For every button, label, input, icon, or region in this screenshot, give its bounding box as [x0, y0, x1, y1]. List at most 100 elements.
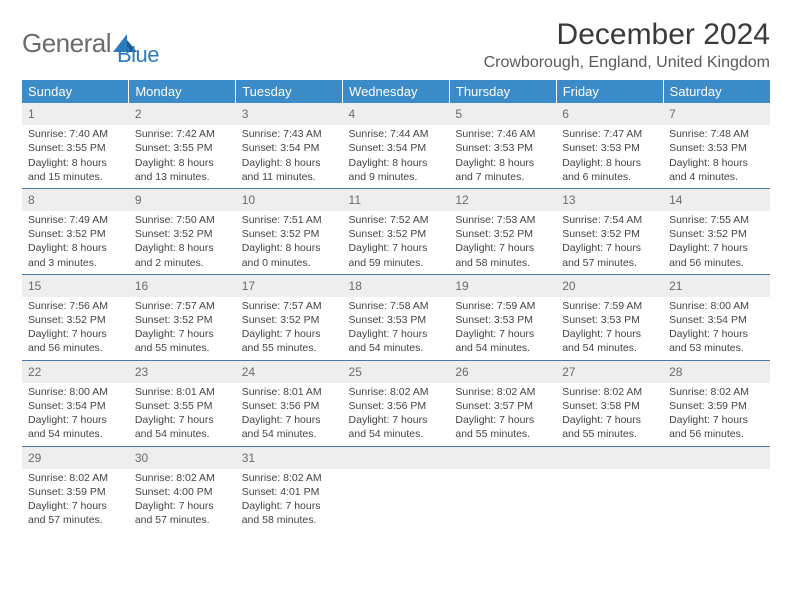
day-ss: Sunset: 3:54 PM [242, 141, 337, 155]
weekday-header: Sunday [22, 80, 129, 103]
day-sr: Sunrise: 7:59 AM [562, 299, 657, 313]
day-body: Sunrise: 7:50 AMSunset: 3:52 PMDaylight:… [129, 211, 236, 274]
day-ss: Sunset: 3:55 PM [28, 141, 123, 155]
day-number-empty [556, 447, 663, 469]
day-sr: Sunrise: 8:02 AM [669, 385, 764, 399]
day-sr: Sunrise: 8:02 AM [242, 471, 337, 485]
day-dl2: and 54 minutes. [349, 341, 444, 355]
day-ss: Sunset: 3:52 PM [669, 227, 764, 241]
day-body: Sunrise: 8:02 AMSunset: 3:59 PMDaylight:… [22, 469, 129, 532]
day-number: 30 [129, 447, 236, 469]
day-ss: Sunset: 3:59 PM [669, 399, 764, 413]
day-ss: Sunset: 3:53 PM [455, 141, 550, 155]
day-ss: Sunset: 3:52 PM [242, 313, 337, 327]
logo-text-general: General [22, 28, 111, 59]
day-sr: Sunrise: 7:47 AM [562, 127, 657, 141]
day-dl1: Daylight: 7 hours [562, 241, 657, 255]
header: General Blue December 2024 Crowborough, … [22, 18, 770, 72]
calendar-cell: 7Sunrise: 7:48 AMSunset: 3:53 PMDaylight… [663, 103, 770, 188]
day-number: 12 [449, 189, 556, 211]
calendar-cell: 15Sunrise: 7:56 AMSunset: 3:52 PMDayligh… [22, 274, 129, 360]
calendar-cell-empty [449, 446, 556, 531]
day-dl1: Daylight: 7 hours [28, 327, 123, 341]
day-dl1: Daylight: 8 hours [135, 241, 230, 255]
day-sr: Sunrise: 7:56 AM [28, 299, 123, 313]
day-dl2: and 4 minutes. [669, 170, 764, 184]
weekday-header: Saturday [663, 80, 770, 103]
day-dl2: and 54 minutes. [135, 427, 230, 441]
day-dl1: Daylight: 7 hours [669, 327, 764, 341]
day-dl1: Daylight: 8 hours [28, 241, 123, 255]
day-dl2: and 57 minutes. [135, 513, 230, 527]
day-body: Sunrise: 8:00 AMSunset: 3:54 PMDaylight:… [22, 383, 129, 446]
day-sr: Sunrise: 7:49 AM [28, 213, 123, 227]
day-ss: Sunset: 3:57 PM [455, 399, 550, 413]
calendar-cell: 24Sunrise: 8:01 AMSunset: 3:56 PMDayligh… [236, 360, 343, 446]
day-body: Sunrise: 8:02 AMSunset: 4:01 PMDaylight:… [236, 469, 343, 532]
title-block: December 2024 Crowborough, England, Unit… [484, 18, 770, 72]
day-sr: Sunrise: 7:44 AM [349, 127, 444, 141]
day-body: Sunrise: 7:51 AMSunset: 3:52 PMDaylight:… [236, 211, 343, 274]
page-title: December 2024 [484, 18, 770, 52]
day-dl2: and 58 minutes. [242, 513, 337, 527]
day-dl1: Daylight: 7 hours [562, 413, 657, 427]
day-number: 27 [556, 361, 663, 383]
day-dl2: and 15 minutes. [28, 170, 123, 184]
day-ss: Sunset: 3:53 PM [349, 313, 444, 327]
day-sr: Sunrise: 8:02 AM [455, 385, 550, 399]
day-dl1: Daylight: 7 hours [242, 413, 337, 427]
day-dl1: Daylight: 7 hours [135, 327, 230, 341]
day-dl2: and 56 minutes. [669, 427, 764, 441]
day-ss: Sunset: 3:52 PM [455, 227, 550, 241]
day-number: 7 [663, 103, 770, 125]
calendar-cell: 14Sunrise: 7:55 AMSunset: 3:52 PMDayligh… [663, 188, 770, 274]
day-dl1: Daylight: 7 hours [242, 327, 337, 341]
day-dl2: and 54 minutes. [455, 341, 550, 355]
day-sr: Sunrise: 7:42 AM [135, 127, 230, 141]
day-sr: Sunrise: 8:02 AM [28, 471, 123, 485]
day-ss: Sunset: 3:52 PM [349, 227, 444, 241]
day-number-empty [449, 447, 556, 469]
day-dl2: and 2 minutes. [135, 256, 230, 270]
day-dl1: Daylight: 7 hours [349, 241, 444, 255]
calendar-cell: 8Sunrise: 7:49 AMSunset: 3:52 PMDaylight… [22, 188, 129, 274]
day-ss: Sunset: 3:52 PM [242, 227, 337, 241]
day-number: 20 [556, 275, 663, 297]
day-body: Sunrise: 7:55 AMSunset: 3:52 PMDaylight:… [663, 211, 770, 274]
calendar-cell: 2Sunrise: 7:42 AMSunset: 3:55 PMDaylight… [129, 103, 236, 188]
calendar-cell-empty [556, 446, 663, 531]
day-number-empty [663, 447, 770, 469]
calendar-cell: 12Sunrise: 7:53 AMSunset: 3:52 PMDayligh… [449, 188, 556, 274]
day-sr: Sunrise: 7:51 AM [242, 213, 337, 227]
day-dl1: Daylight: 7 hours [28, 413, 123, 427]
calendar-table: SundayMondayTuesdayWednesdayThursdayFrid… [22, 80, 770, 531]
day-dl2: and 57 minutes. [28, 513, 123, 527]
day-number: 28 [663, 361, 770, 383]
day-sr: Sunrise: 7:57 AM [135, 299, 230, 313]
day-body: Sunrise: 7:44 AMSunset: 3:54 PMDaylight:… [343, 125, 450, 188]
day-number: 5 [449, 103, 556, 125]
day-ss: Sunset: 4:01 PM [242, 485, 337, 499]
day-dl2: and 0 minutes. [242, 256, 337, 270]
day-dl2: and 56 minutes. [669, 256, 764, 270]
calendar-cell-empty [343, 446, 450, 531]
day-ss: Sunset: 3:54 PM [349, 141, 444, 155]
day-dl2: and 54 minutes. [562, 341, 657, 355]
day-body: Sunrise: 7:59 AMSunset: 3:53 PMDaylight:… [556, 297, 663, 360]
day-number: 22 [22, 361, 129, 383]
day-dl2: and 11 minutes. [242, 170, 337, 184]
calendar-cell: 11Sunrise: 7:52 AMSunset: 3:52 PMDayligh… [343, 188, 450, 274]
day-dl2: and 3 minutes. [28, 256, 123, 270]
day-body: Sunrise: 7:40 AMSunset: 3:55 PMDaylight:… [22, 125, 129, 188]
day-ss: Sunset: 3:55 PM [135, 141, 230, 155]
day-ss: Sunset: 3:58 PM [562, 399, 657, 413]
calendar-cell: 9Sunrise: 7:50 AMSunset: 3:52 PMDaylight… [129, 188, 236, 274]
day-number: 18 [343, 275, 450, 297]
logo: General Blue [22, 18, 159, 68]
day-ss: Sunset: 3:56 PM [349, 399, 444, 413]
day-sr: Sunrise: 7:52 AM [349, 213, 444, 227]
day-sr: Sunrise: 8:02 AM [135, 471, 230, 485]
day-dl1: Daylight: 7 hours [455, 413, 550, 427]
day-number: 1 [22, 103, 129, 125]
day-body: Sunrise: 7:58 AMSunset: 3:53 PMDaylight:… [343, 297, 450, 360]
